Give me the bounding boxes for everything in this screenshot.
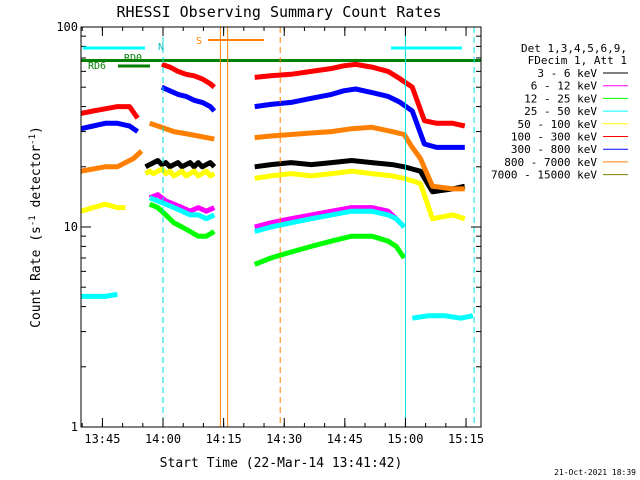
series-line-3-segment-3 bbox=[411, 313, 474, 321]
legend-entry-label: 12 - 25 keV bbox=[524, 92, 597, 105]
series-line-5-segment-2 bbox=[254, 61, 466, 129]
x-tick-label: 15:00 bbox=[387, 432, 423, 446]
series-line-5-segment-0 bbox=[81, 104, 140, 120]
annotation-label-n: N bbox=[158, 42, 164, 53]
x-axis-label: Start Time (22-Mar-14 13:41:42) bbox=[160, 456, 403, 471]
y-axis-label-sup2: -1 bbox=[28, 134, 38, 145]
series-line-6-segment-2 bbox=[254, 86, 465, 150]
generated-timestamp: 21-Oct-2021 18:39 bbox=[554, 468, 636, 477]
legend-entry-label: 6 - 12 keV bbox=[531, 80, 598, 93]
x-tick-label: 14:00 bbox=[145, 432, 181, 446]
x-tick-label: 15:15 bbox=[448, 432, 484, 446]
legend-entry-label: 100 - 300 keV bbox=[511, 131, 597, 144]
series-line-7-segment-0 bbox=[81, 149, 144, 174]
y-tick-label: 10 bbox=[64, 220, 78, 234]
y-axis-label-tail: detector bbox=[29, 145, 44, 216]
legend-entry-label: 3 - 6 keV bbox=[537, 67, 597, 80]
legend-entry-label: 800 - 7000 keV bbox=[504, 156, 597, 169]
series-line-7-segment-1 bbox=[148, 120, 215, 142]
series-line-3-segment-0 bbox=[81, 291, 118, 299]
series-line-6-segment-0 bbox=[81, 120, 140, 134]
series-line-7-segment-2 bbox=[254, 124, 465, 192]
series-line-1-segment-0 bbox=[148, 192, 216, 214]
series-line-5-segment-1 bbox=[161, 62, 216, 90]
x-tick-label: 14:45 bbox=[327, 432, 363, 446]
series-line-4-segment-0 bbox=[81, 201, 126, 214]
x-tick-label: 13:45 bbox=[84, 432, 120, 446]
legend-header-line-2: FDecim 1, Att 1 bbox=[528, 54, 627, 67]
series-line-0-segment-1 bbox=[254, 158, 466, 195]
legend: Det 1,3,4,5,6,9, FDecim 1, Att 1 3 - 6 k… bbox=[491, 42, 628, 182]
series-line-3-segment-1 bbox=[148, 195, 216, 222]
y-axis-label-sup: -1 bbox=[28, 215, 38, 226]
y-axis-label: Count Rate (s-1 detector-1) bbox=[28, 126, 44, 328]
x-tick-label: 14:30 bbox=[266, 432, 302, 446]
annotation-label-s: S bbox=[196, 36, 202, 47]
series-line-0-segment-0 bbox=[144, 158, 217, 170]
legend-entry-label: 50 - 100 keV bbox=[518, 118, 598, 131]
legend-entry-label: 25 - 50 keV bbox=[524, 105, 597, 118]
legend-entry-label: 7000 - 15000 keV bbox=[491, 169, 597, 182]
y-axis-label-close: ) bbox=[29, 126, 44, 134]
y-axis-label-main: Count Rate (s bbox=[29, 226, 44, 328]
annotation-label-rd6: RD6 bbox=[88, 61, 106, 72]
legend-header-line-1: Det 1,3,4,5,6,9, bbox=[521, 42, 627, 55]
series-line-3-segment-2 bbox=[254, 208, 407, 234]
y-tick-label: 100 bbox=[56, 20, 78, 34]
y-tick-label: 1 bbox=[71, 420, 78, 434]
series-line-2-segment-1 bbox=[253, 233, 407, 267]
series-line-4-segment-2 bbox=[254, 168, 466, 222]
series-line-4-segment-1 bbox=[144, 166, 216, 179]
annotation-label-rd0: RD0 bbox=[124, 53, 142, 64]
chart-title: RHESSI Observing Summary Count Rates bbox=[116, 3, 441, 21]
series-line-2-segment-0 bbox=[148, 201, 216, 239]
series-line-6-segment-1 bbox=[160, 84, 217, 113]
x-tick-label: 14:15 bbox=[206, 432, 242, 446]
legend-entry-label: 300 - 800 keV bbox=[511, 143, 597, 156]
